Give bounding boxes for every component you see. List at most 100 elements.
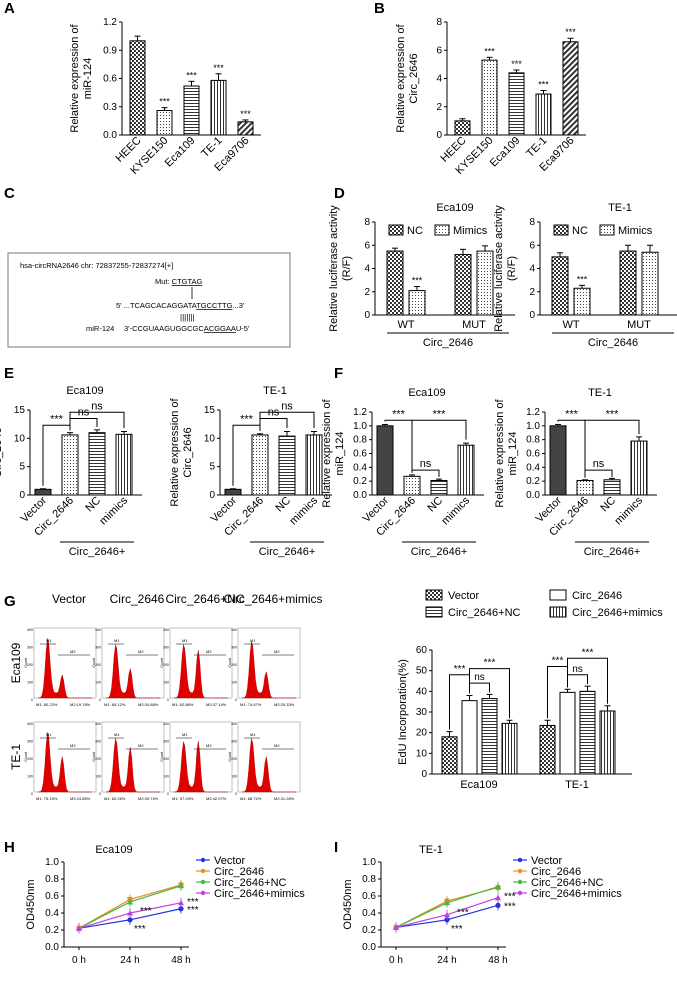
gate-label: M2 bbox=[138, 649, 144, 654]
significance-label: ns bbox=[91, 400, 103, 412]
bar bbox=[508, 72, 525, 136]
y-tick-label: 20 bbox=[416, 728, 428, 739]
y-axis-label: Relative luciferase activity bbox=[493, 205, 505, 332]
series-point bbox=[393, 924, 399, 930]
bar bbox=[619, 250, 637, 316]
histogram-tick: 300 bbox=[231, 646, 237, 650]
y-axis-label: (R/F) bbox=[341, 256, 353, 281]
significance-label: *** bbox=[240, 109, 251, 119]
histogram-tick: 0 bbox=[167, 698, 169, 702]
legend-swatch bbox=[388, 224, 404, 236]
significance-label: *** bbox=[504, 892, 516, 903]
histogram-y-label: Count bbox=[160, 752, 164, 761]
histogram-tick: 0 bbox=[235, 792, 237, 796]
legend-marker bbox=[200, 890, 206, 896]
bar bbox=[481, 698, 498, 775]
legend-label: Vector bbox=[531, 855, 563, 867]
group-caption: Circ_2646 bbox=[423, 337, 473, 349]
legend-label: Circ_2646+mimics bbox=[214, 888, 305, 900]
category-label: NC bbox=[83, 495, 103, 515]
histogram-tick: 400 bbox=[231, 722, 237, 726]
histogram-column-title: Circ_2646+NC bbox=[165, 592, 244, 606]
significance-label: *** bbox=[511, 59, 522, 69]
y-tick-label: 1.0 bbox=[45, 857, 59, 868]
bar bbox=[115, 433, 133, 496]
bar bbox=[461, 700, 478, 775]
circrna-sequence: 5' ...TCAGCACAGGATATGCCTTG...3' bbox=[116, 301, 245, 310]
significance-label: *** bbox=[134, 924, 146, 935]
series-point bbox=[178, 899, 184, 906]
category-label: Eca109 bbox=[163, 135, 198, 170]
significance-label: *** bbox=[606, 408, 620, 420]
y-tick-label: 40 bbox=[416, 686, 428, 697]
gate-label: M2 bbox=[206, 743, 212, 748]
y-tick-label: 0.2 bbox=[45, 925, 59, 936]
legend-swatch bbox=[553, 224, 569, 236]
significance-label: *** bbox=[412, 276, 423, 286]
histogram-tick: 100 bbox=[95, 681, 101, 685]
y-tick-label: 4 bbox=[364, 264, 370, 275]
histogram-tick: 400 bbox=[163, 722, 169, 726]
histogram-column-title: Circ_2646+mimics bbox=[223, 592, 322, 606]
significance-label: *** bbox=[538, 80, 549, 90]
legend-marker bbox=[200, 857, 206, 863]
legend-label: Circ_2646 bbox=[214, 866, 264, 878]
y-tick-label: 10 bbox=[14, 433, 26, 444]
significance-label: ns bbox=[572, 664, 583, 675]
bar bbox=[603, 479, 621, 496]
significance-bracket bbox=[469, 668, 510, 719]
significance-bracket bbox=[259, 411, 315, 431]
y-tick-label: 0.4 bbox=[353, 462, 367, 473]
gate-label: M2 bbox=[138, 743, 144, 748]
y-tick-label: 6 bbox=[529, 240, 535, 251]
histogram-distribution bbox=[105, 644, 160, 699]
legend-swatch bbox=[434, 224, 450, 236]
histogram-tick: 300 bbox=[27, 740, 33, 744]
y-tick-label: 0.8 bbox=[45, 874, 59, 885]
group-caption: Circ_2646+ bbox=[69, 546, 126, 558]
histogram-distribution bbox=[241, 641, 296, 699]
significance-bracket bbox=[567, 657, 608, 704]
panel-g-edu: Vector Circ_2646 Circ_2646+NC Circ_2646+mim… bbox=[397, 589, 663, 791]
bar bbox=[156, 110, 173, 136]
bar bbox=[579, 690, 596, 775]
x-tick-label: 24 h bbox=[120, 955, 139, 966]
chart-title: Eca109 bbox=[408, 387, 445, 399]
gate-label: M1 bbox=[46, 732, 52, 737]
chart-title: Eca109 bbox=[66, 385, 103, 397]
histogram-tick: 400 bbox=[231, 628, 237, 632]
histogram-column-title: Circ_2646 bbox=[110, 592, 165, 606]
histogram-tick: 400 bbox=[27, 628, 33, 632]
panel-a: A 0.0 0.3 0.6 0.9 1.2 Relative expression of mi… bbox=[4, 0, 261, 177]
y-tick-label: 0.0 bbox=[362, 942, 376, 953]
histogram-tick: 0 bbox=[31, 792, 33, 796]
significance-bracket bbox=[567, 674, 588, 688]
y-tick-label: 0 bbox=[421, 769, 427, 780]
significance-label: *** bbox=[140, 906, 152, 917]
bar bbox=[237, 121, 254, 136]
gate-percent: M2:39.74% bbox=[138, 796, 159, 801]
gate-label: M1 bbox=[114, 732, 120, 737]
series-point bbox=[495, 883, 501, 890]
y-tick-label: 0.4 bbox=[45, 908, 59, 919]
y-axis-label: Circ_2646 bbox=[182, 427, 194, 477]
significance-label: ns bbox=[593, 458, 605, 470]
y-tick-label: 0.8 bbox=[526, 435, 540, 446]
y-tick-label: 8 bbox=[364, 217, 370, 228]
histogram-distribution bbox=[173, 740, 228, 793]
significance-label: *** bbox=[213, 63, 224, 73]
legend-swatch bbox=[549, 589, 567, 601]
significance-bracket bbox=[584, 419, 640, 477]
legend-marker bbox=[517, 868, 523, 874]
histogram-tick: 300 bbox=[95, 740, 101, 744]
y-tick-label: 0.8 bbox=[353, 435, 367, 446]
histogram-y-label: Count bbox=[228, 658, 232, 667]
group-caption: Circ_2646 bbox=[588, 337, 638, 349]
series-point bbox=[178, 906, 184, 912]
series-point bbox=[178, 882, 184, 889]
bar bbox=[641, 251, 659, 316]
gate-percent: M1: 80.22% bbox=[36, 702, 58, 707]
y-tick-label: 0.4 bbox=[526, 462, 540, 473]
y-tick-label: 0.2 bbox=[353, 476, 367, 487]
